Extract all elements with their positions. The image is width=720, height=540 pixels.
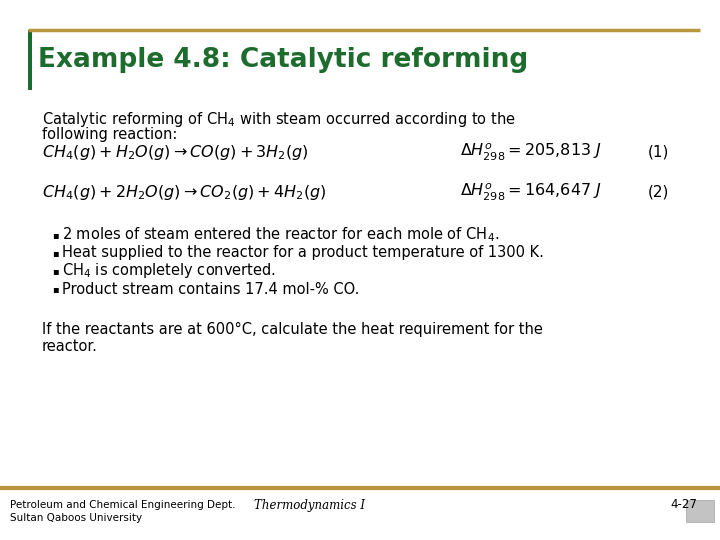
Text: (1): (1)	[648, 145, 670, 159]
Text: $\Delta H^o_{298}=205{,}813\ J$: $\Delta H^o_{298}=205{,}813\ J$	[460, 141, 602, 163]
Text: Heat supplied to the reactor for a product temperature of 1300 K.: Heat supplied to the reactor for a produ…	[62, 246, 544, 260]
Text: ▪: ▪	[52, 248, 58, 258]
Text: 2 moles of steam entered the reactor for each mole of CH$_4$.: 2 moles of steam entered the reactor for…	[62, 226, 499, 244]
Text: (2): (2)	[648, 185, 670, 199]
Text: ▪: ▪	[52, 266, 58, 276]
Text: Petroleum and Chemical Engineering Dept.: Petroleum and Chemical Engineering Dept.	[10, 500, 235, 510]
Text: $CH_4(g)+2H_2O(g)\rightarrow CO_2(g)+4H_2(g)$: $CH_4(g)+2H_2O(g)\rightarrow CO_2(g)+4H_…	[42, 183, 326, 201]
Text: 4-27: 4-27	[670, 498, 697, 511]
Text: ▪: ▪	[52, 284, 58, 294]
Text: If the reactants are at 600°C, calculate the heat requirement for the: If the reactants are at 600°C, calculate…	[42, 322, 543, 337]
Text: $CH_4(g)+H_2O(g)\rightarrow CO(g)+3H_2(g)$: $CH_4(g)+H_2O(g)\rightarrow CO(g)+3H_2(g…	[42, 143, 309, 161]
FancyBboxPatch shape	[686, 500, 714, 522]
Text: reactor.: reactor.	[42, 339, 98, 354]
Text: CH$_4$ is completely converted.: CH$_4$ is completely converted.	[62, 261, 276, 280]
Text: Catalytic reforming of CH$_4$ with steam occurred according to the: Catalytic reforming of CH$_4$ with steam…	[42, 110, 516, 129]
Text: Product stream contains 17.4 mol-% CO.: Product stream contains 17.4 mol-% CO.	[62, 281, 359, 296]
Text: Example 4.8: Catalytic reforming: Example 4.8: Catalytic reforming	[38, 47, 528, 73]
Text: following reaction:: following reaction:	[42, 127, 177, 142]
Text: ▪: ▪	[52, 230, 58, 240]
Text: $\Delta H^o_{298}=164{,}647\ J$: $\Delta H^o_{298}=164{,}647\ J$	[460, 181, 602, 202]
Bar	[28, 30, 32, 90]
Text: Thermodynamics I: Thermodynamics I	[254, 498, 366, 511]
Text: Sultan Qaboos University: Sultan Qaboos University	[10, 513, 142, 523]
